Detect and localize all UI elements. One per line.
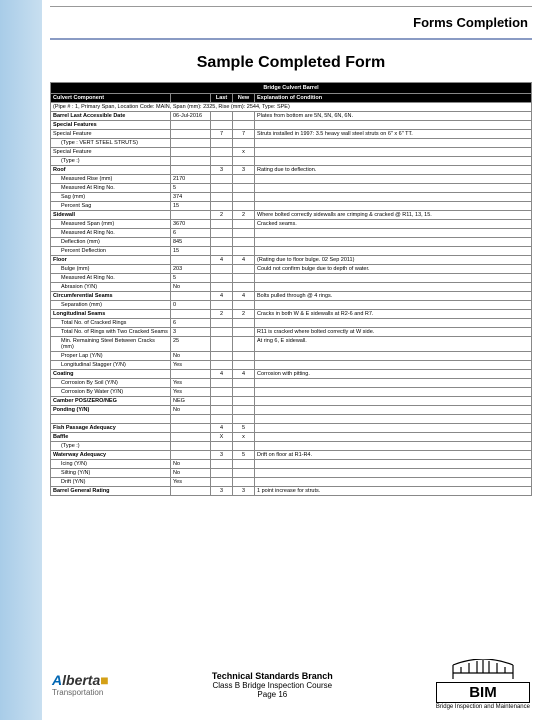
table-row: Measured At Ring No.5: [51, 274, 532, 283]
bridge-icon: [451, 659, 515, 681]
table-row: (Type :): [51, 442, 532, 451]
table-row: Longitudinal Seams22Cracks in both W & E…: [51, 310, 532, 319]
table-row: Special Feature77Struts installed in 199…: [51, 130, 532, 139]
table-col-header: Culvert Component Last New Explanation o…: [51, 94, 532, 103]
table-row: Barrel Last Accessible Date06-Jul-2016Pl…: [51, 112, 532, 121]
pipe-info-row: (Pipe # : 1, Primary Span, Location Code…: [51, 103, 532, 112]
branch-name: Technical Standards Branch: [212, 671, 333, 681]
table-row: Drift (Y/N)Yes: [51, 478, 532, 487]
table-row: Percent Deflection15: [51, 247, 532, 256]
bim-sub: Bridge Inspection and Maintenance: [436, 704, 530, 710]
table-row: BaffleXx: [51, 433, 532, 442]
table-row: Icing (Y/N)No: [51, 460, 532, 469]
footer-center: Technical Standards Branch Class B Bridg…: [212, 671, 333, 699]
table-row: Waterway Adequacy35Drift on floor at R1-…: [51, 451, 532, 460]
table-row: Proper Lap (Y/N)No: [51, 352, 532, 361]
table-row: Special Features: [51, 121, 532, 130]
form-table: Bridge Culvert Barrel Culvert Component …: [50, 82, 532, 496]
table-row: Sidewall22Where bolted correctly sidewal…: [51, 211, 532, 220]
page-header: Forms Completion: [50, 6, 532, 40]
table-row: Camber POS/ZERO/NEGNEG: [51, 397, 532, 406]
table-row: Coating44Corrosion with pitting.: [51, 370, 532, 379]
table-row: (Type : VERT STEEL STRUTS): [51, 139, 532, 148]
table-row: Floor44(Rating due to floor bulge. 02 Se…: [51, 256, 532, 265]
table-row: Separation (mm)0: [51, 301, 532, 310]
table-row: Total No. of Rings with Two Cracked Seam…: [51, 328, 532, 337]
table-row: Roof33Rating due to deflection.: [51, 166, 532, 175]
course-name: Class B Bridge Inspection Course: [212, 681, 333, 690]
table-row: Measured At Ring No.5: [51, 184, 532, 193]
alberta-name: lberta: [62, 672, 100, 688]
table-row: Special Featurex: [51, 148, 532, 157]
alberta-logo: Alberta■ Transportation: [52, 672, 109, 697]
table-row: Barrel General Rating331 point increase …: [51, 487, 532, 496]
table-row: Percent Sag15: [51, 202, 532, 211]
table-row: Ponding (Y/N)No: [51, 406, 532, 415]
alberta-sub: Transportation: [52, 688, 103, 697]
footer: Alberta■ Transportation Technical Standa…: [42, 659, 540, 710]
table-row: Measured Span (mm)3670Cracked seams.: [51, 220, 532, 229]
table-row: Measured At Ring No.6: [51, 229, 532, 238]
table-row: (Type :): [51, 157, 532, 166]
left-gradient-bar: [0, 0, 42, 720]
bim-text: BIM: [436, 682, 530, 703]
table-row: Bulge (mm)203Could not confirm bulge due…: [51, 265, 532, 274]
table-row: Silting (Y/N)No: [51, 469, 532, 478]
table-row: Deflection (mm)845: [51, 238, 532, 247]
table-row: Longitudinal Stagger (Y/N)Yes: [51, 361, 532, 370]
table-row: Corrosion By Water (Y/N)Yes: [51, 388, 532, 397]
main-title: Sample Completed Form: [50, 54, 532, 72]
table-row: Measured Rise (mm)2170: [51, 175, 532, 184]
table-row: Fish Passage Adequacy45: [51, 424, 532, 433]
table-row: Min. Remaining Steel Between Cracks (mm)…: [51, 337, 532, 352]
header-title: Forms Completion: [50, 15, 532, 30]
table-main-header: Bridge Culvert Barrel: [51, 83, 532, 94]
table-row: Sag (mm)374: [51, 193, 532, 202]
page-number: Page 16: [212, 690, 333, 699]
table-row: Total No. of Cracked Rings6: [51, 319, 532, 328]
table-row: Circumferential Seams44Bolts pulled thro…: [51, 292, 532, 301]
content-area: Forms Completion Sample Completed Form B…: [42, 0, 540, 720]
table-row: [51, 415, 532, 424]
bim-logo: BIM Bridge Inspection and Maintenance: [436, 659, 530, 710]
table-row: Corrosion By Soil (Y/N)Yes: [51, 379, 532, 388]
table-row: Abrasion (Y/N)No: [51, 283, 532, 292]
